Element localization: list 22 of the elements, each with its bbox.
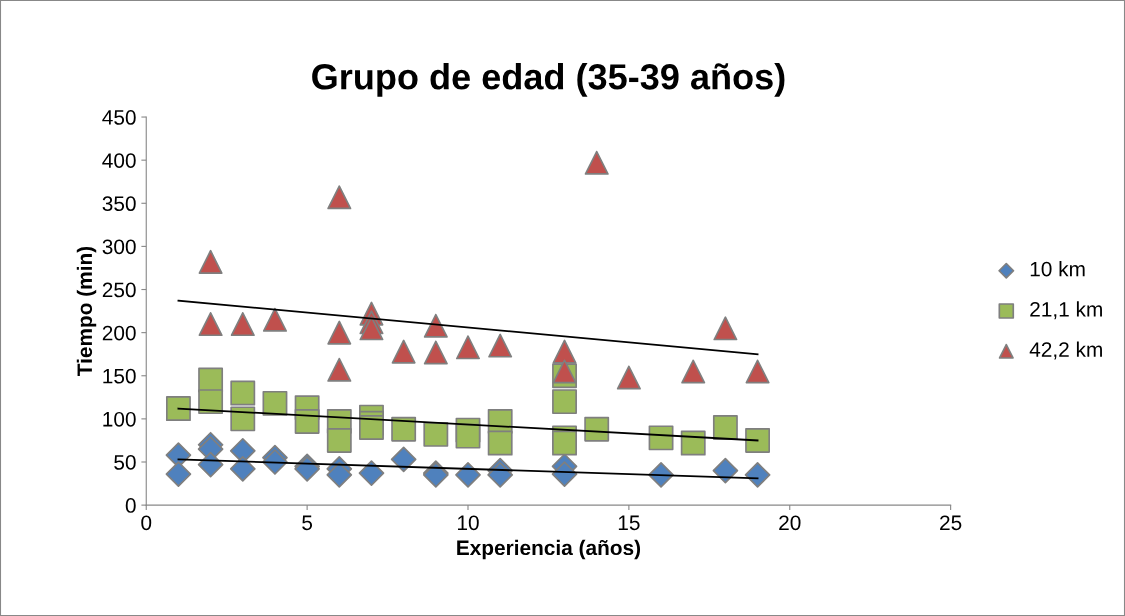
y-tick-label: 50: [114, 455, 136, 470]
y-tick-label: 100: [103, 411, 136, 427]
legend-label: 21,1 km: [1030, 301, 1102, 320]
y-tick-label: 150: [103, 368, 136, 384]
y-tick-label: 350: [102, 196, 136, 212]
y-tick-label: 250: [102, 282, 136, 298]
y-tick-label: 400: [102, 153, 136, 168]
y-tick-label: 0: [125, 498, 136, 513]
chart-title: Grupo de edad (35-39 años): [312, 63, 785, 97]
y-tick-label: 300: [102, 239, 136, 255]
x-tick-label: 20: [779, 515, 801, 531]
x-tick-label: 10: [458, 515, 479, 531]
legend-label: 42,2 km: [1029, 341, 1102, 360]
y-tick-label: 450: [102, 110, 136, 125]
x-tick-label: 5: [302, 515, 313, 531]
x-tick-label: 25: [940, 515, 962, 531]
y-tick-label: 200: [102, 325, 136, 341]
y-axis-title: Tiempo (min): [76, 246, 97, 377]
x-tick-label: 15: [618, 515, 640, 531]
legend-label: 10 km: [1030, 261, 1085, 277]
x-tick-label: 0: [141, 515, 152, 531]
x-axis-title: Experiencia (años): [457, 539, 641, 560]
